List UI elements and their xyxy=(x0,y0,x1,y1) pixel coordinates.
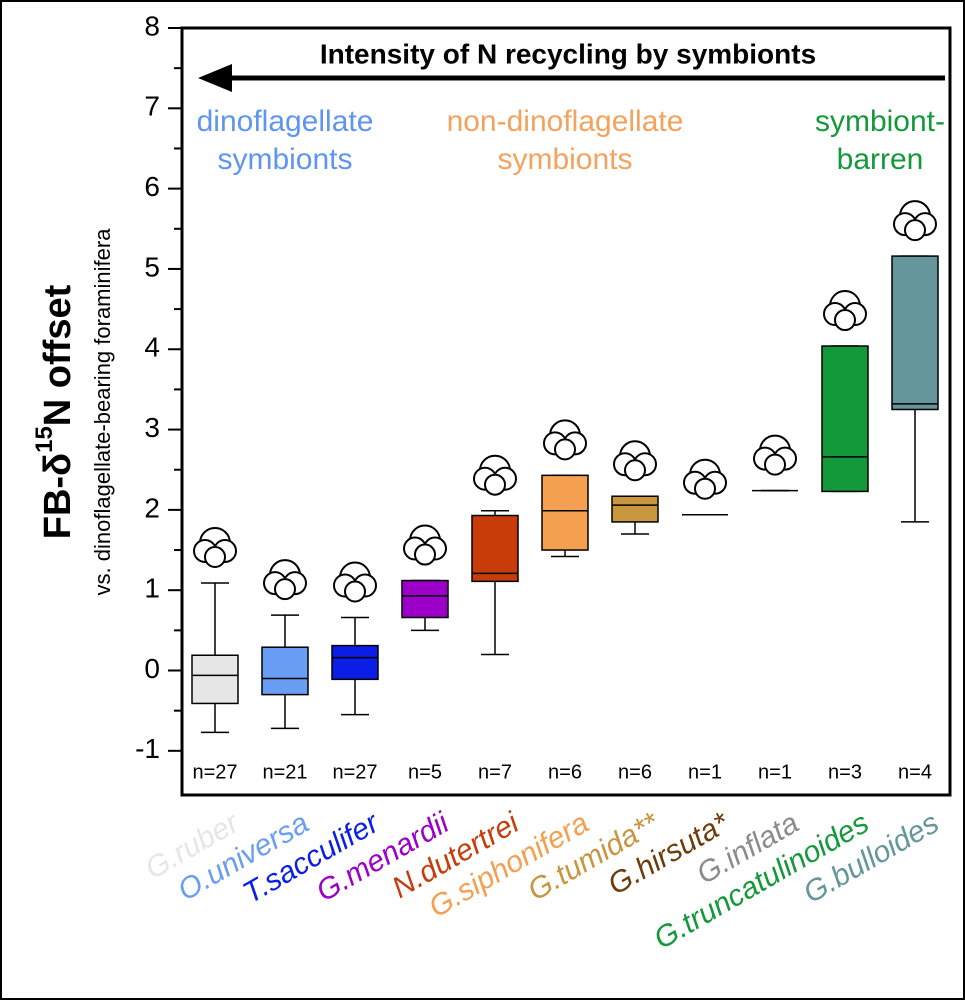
foram-icon xyxy=(484,473,506,496)
arrow-label: Intensity of N recycling by symbionts xyxy=(320,38,816,69)
y-tick-label: 4 xyxy=(144,332,160,363)
foram-icon xyxy=(414,543,436,566)
n-label: n=5 xyxy=(408,761,442,783)
box xyxy=(471,514,519,583)
y-tick-label: 3 xyxy=(144,412,160,443)
group-label: symbionts xyxy=(217,143,352,176)
y-tick-label: 2 xyxy=(144,492,160,523)
foram-icon xyxy=(554,438,576,461)
box xyxy=(891,255,939,411)
arrow-head xyxy=(198,64,232,92)
foram-icon xyxy=(904,219,926,242)
box xyxy=(261,646,309,696)
n-label: n=1 xyxy=(688,761,722,783)
group-label: symbiont- xyxy=(815,105,945,138)
foram-icon xyxy=(764,453,786,476)
y-tick-label: -1 xyxy=(135,733,160,764)
plot-frame xyxy=(180,26,952,797)
foram-icon xyxy=(624,459,646,482)
n-label: n=6 xyxy=(548,761,582,783)
box xyxy=(821,345,869,493)
y-title-part: N offset xyxy=(37,284,79,426)
y-axis-subtitle: vs. dinoflagellate-bearing foraminifera xyxy=(90,228,115,596)
n-label: n=27 xyxy=(332,761,377,783)
y-tick-label: 7 xyxy=(144,91,160,122)
group-label: symbionts xyxy=(497,143,632,176)
box xyxy=(191,654,239,705)
group-label: dinoflagellate xyxy=(197,105,374,138)
foram-icon xyxy=(274,578,296,601)
y-tick-label: 0 xyxy=(144,653,160,684)
n-label: n=1 xyxy=(758,761,792,783)
foram-icon xyxy=(834,309,856,332)
foram-icon xyxy=(694,477,716,500)
n-label: n=4 xyxy=(898,761,932,783)
foram-icon xyxy=(204,545,226,568)
y-axis-title: FB-δ15N offset xyxy=(31,284,79,539)
n-label: n=6 xyxy=(618,761,652,783)
n-label: n=7 xyxy=(478,761,512,783)
group-label: non-dinoflagellate xyxy=(447,105,684,138)
group-label: barren xyxy=(837,143,924,176)
n-label: n=3 xyxy=(828,761,862,783)
y-tick-label: 1 xyxy=(144,573,160,604)
n-label: n=27 xyxy=(192,761,237,783)
box xyxy=(611,495,659,523)
y-tick-label: 5 xyxy=(144,251,160,282)
box xyxy=(541,474,589,551)
y-title-part: FB-δ xyxy=(37,453,79,539)
n-label: n=21 xyxy=(262,761,307,783)
box xyxy=(401,579,449,619)
y-title-sup: 15 xyxy=(31,426,58,453)
y-tick-label: 6 xyxy=(144,171,160,202)
box xyxy=(331,644,379,681)
y-tick-label: 8 xyxy=(144,10,160,41)
foram-icon xyxy=(344,580,366,603)
